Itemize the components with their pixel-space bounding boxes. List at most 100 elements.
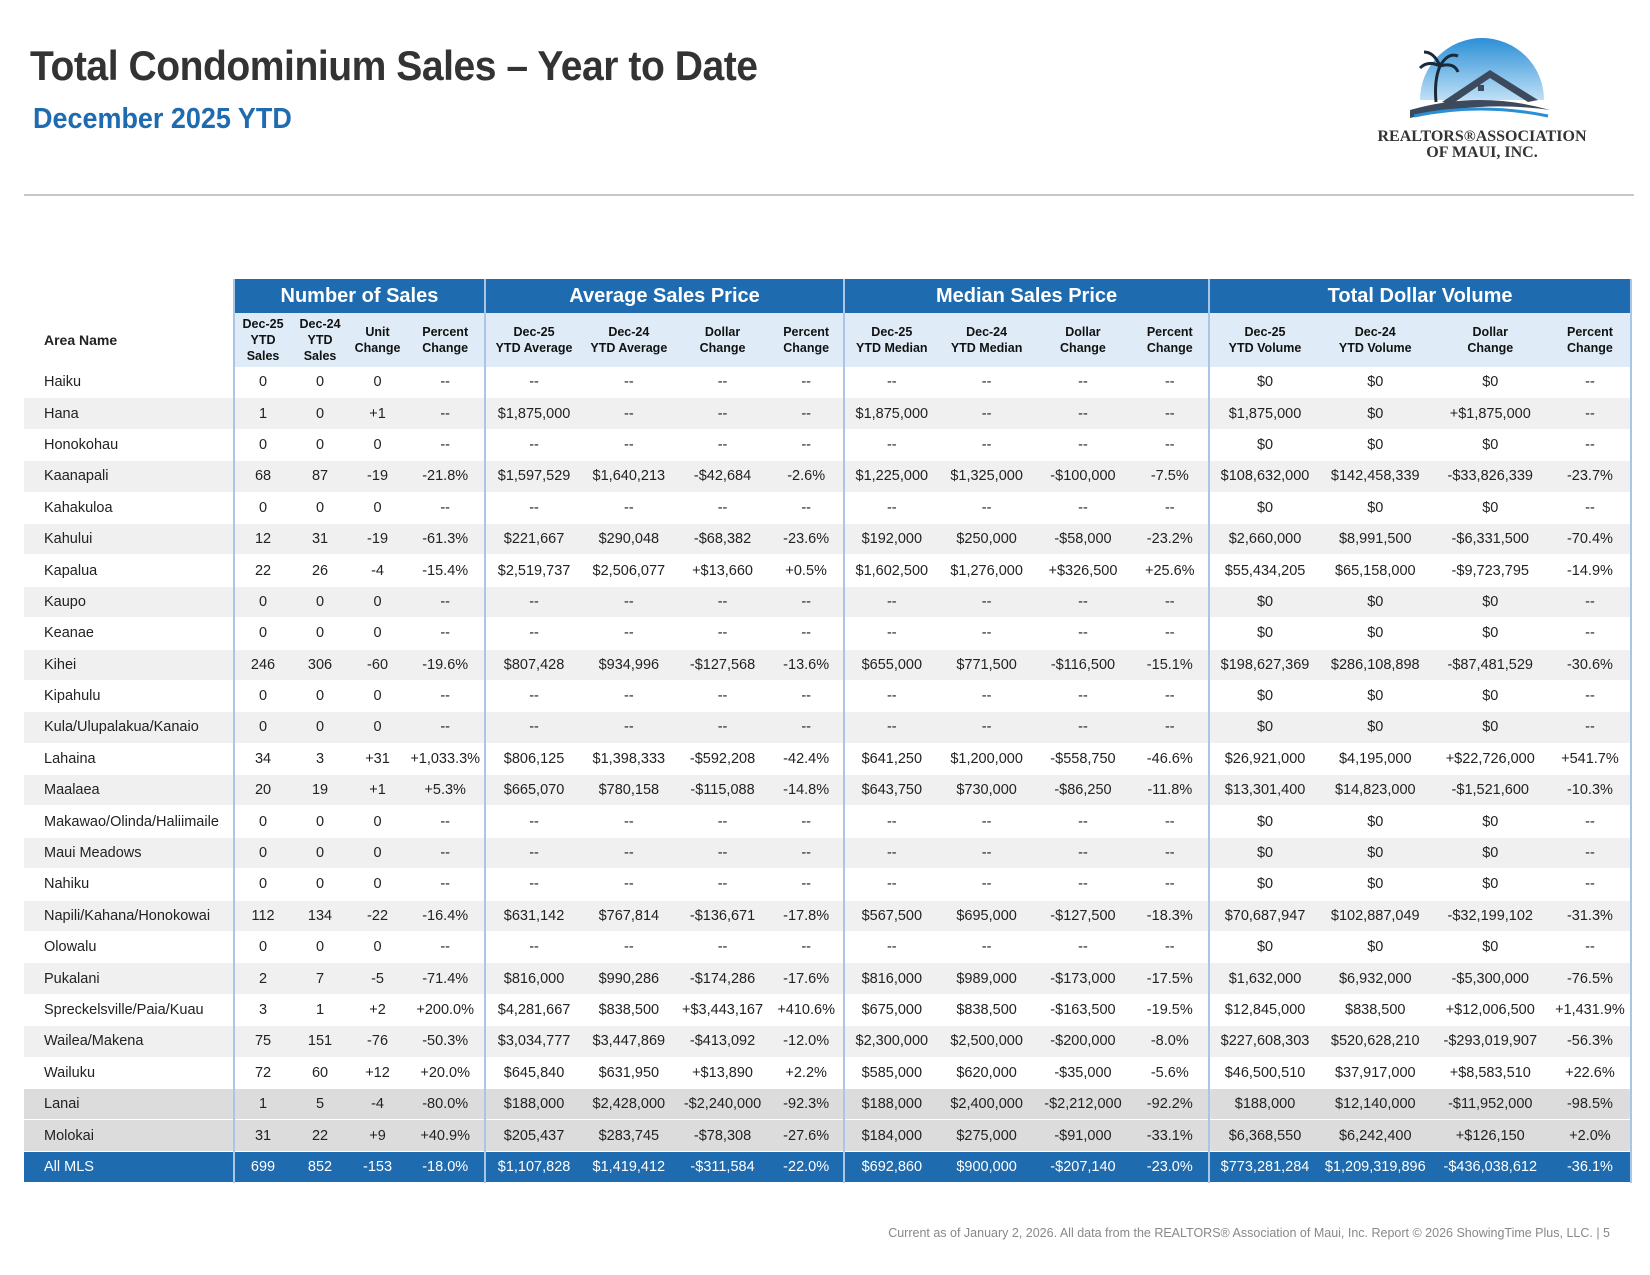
table-row: Nahiku 0 0 0 -- -- -- -- -- -- -- -- -- $0 $0 $0 -- [24, 868, 1633, 901]
value-cell: $585,000 [842, 1057, 939, 1089]
value-cell: $643,750 [842, 774, 939, 807]
value-cell: $37,917,000 [1319, 1057, 1431, 1089]
column-header: Dollar Change [675, 313, 770, 367]
value-cell: -- [1131, 367, 1211, 399]
table-row: Maui Meadows 0 0 0 -- -- -- -- -- -- -- -- -- $0 $0 $0-… [24, 837, 1633, 870]
value-cell: -$2,240,000 [675, 1088, 770, 1121]
value-cell: $2,400,000 [938, 1088, 1035, 1121]
page-title: Total Condominium Sales – Year to Date [30, 42, 758, 89]
value-cell: -$311,584 [675, 1151, 770, 1184]
value-cell: -50.3% [406, 1025, 487, 1058]
value-cell: 68 [232, 460, 292, 493]
value-cell: -- [769, 931, 845, 964]
table-row: Kaanapali 68 87 -19 -21.8% $1,597,529 $1,640,2… [24, 460, 1633, 493]
value-cell: -- [1131, 492, 1211, 524]
value-cell: 0 [348, 931, 407, 964]
area-name-cell: Spreckelsville/Paia/Kuau [24, 994, 234, 1027]
value-cell: $6,932,000 [1319, 962, 1431, 995]
value-cell: -- [842, 367, 939, 399]
value-cell: -- [581, 429, 676, 462]
value-cell: 26 [291, 554, 349, 587]
column-header-line: Dec-25 [1244, 325, 1286, 339]
value-cell: $0 [1319, 805, 1431, 838]
value-cell: 0 [232, 367, 292, 399]
value-cell: +5.3% [406, 774, 487, 807]
table-row: Keanae 0 0 0 -- -- -- -- -- -- -- -- -- $0 $0 $0 -- [24, 617, 1633, 650]
value-cell: $283,745 [581, 1119, 676, 1152]
column-header-line: Percent [1146, 325, 1193, 339]
value-cell: 0 [232, 868, 292, 901]
value-cell: -5 [348, 962, 407, 995]
column-header: Dec-25 YTD Sales [232, 313, 292, 367]
value-cell: $12,140,000 [1319, 1088, 1431, 1121]
value-cell: $816,000 [484, 962, 582, 995]
value-cell: -- [769, 429, 845, 462]
table-row: Makawao/Olinda/Haliimaile 0 0 0 -- -- -- -- -- --… [24, 805, 1633, 838]
value-cell: $631,142 [484, 900, 582, 933]
value-cell: $692,860 [842, 1151, 939, 1184]
value-cell: -- [1549, 429, 1633, 462]
value-cell: $1,632,000 [1208, 962, 1320, 995]
value-cell: -- [484, 931, 582, 964]
column-header-line: Dec-25 [242, 317, 284, 331]
value-cell: 22 [291, 1119, 349, 1152]
value-cell: $1,419,412 [581, 1151, 676, 1184]
value-cell: -- [581, 868, 676, 901]
value-cell: 0 [348, 429, 407, 462]
value-cell: $0 [1319, 586, 1431, 619]
value-cell: -- [484, 492, 582, 524]
value-cell: -153 [348, 1151, 407, 1184]
value-cell: -- [842, 617, 939, 650]
value-cell: 22 [232, 554, 292, 587]
value-cell: $0 [1208, 868, 1320, 901]
column-header-line: Dollar [1472, 325, 1508, 339]
value-cell: -22 [348, 900, 407, 933]
value-cell: -$11,952,000 [1430, 1088, 1550, 1121]
value-cell: -- [581, 711, 676, 744]
area-name-cell: Kapalua [24, 554, 234, 587]
value-cell: 699 [232, 1151, 292, 1184]
value-cell: -$174,286 [675, 962, 770, 995]
group-average-sales-price: Average Sales Price [484, 279, 845, 313]
value-cell: -- [1034, 805, 1132, 838]
value-cell: $0 [1319, 492, 1431, 524]
area-name-cell: Pukalani [24, 962, 234, 995]
value-cell: $205,437 [484, 1119, 582, 1152]
value-cell: 0 [348, 868, 407, 901]
table-row: Pukalani 2 7 -5 -71.4% $816,000 $990,286 -$174,… [24, 962, 1633, 995]
column-header-line: Change [1467, 341, 1514, 355]
value-cell: -- [769, 397, 845, 430]
value-cell: -- [842, 868, 939, 901]
logo-text-line-2: OF MAUI, INC. [1426, 144, 1538, 161]
value-cell: -- [406, 586, 487, 619]
column-header: Percent Change [1131, 313, 1211, 367]
value-cell: +22.6% [1549, 1057, 1633, 1089]
value-cell: $620,000 [938, 1057, 1035, 1089]
value-cell: $806,125 [484, 743, 582, 776]
value-cell: 12 [232, 523, 292, 556]
value-cell: -61.3% [406, 523, 487, 556]
column-header-line: Unit [365, 325, 390, 339]
value-cell: -- [769, 586, 845, 619]
value-cell: $4,195,000 [1319, 743, 1431, 776]
value-cell: -18.0% [406, 1151, 487, 1184]
value-cell: $1,597,529 [484, 460, 582, 493]
value-cell: 0 [291, 367, 349, 399]
value-cell: +25.6% [1131, 554, 1211, 587]
blank-corner [24, 279, 234, 313]
value-cell: 0 [291, 492, 349, 524]
value-cell: -$32,199,102 [1430, 900, 1550, 933]
value-cell: -- [1131, 429, 1211, 462]
value-cell: -- [406, 397, 487, 430]
value-cell: $0 [1430, 711, 1550, 744]
value-cell: $0 [1208, 805, 1320, 838]
value-cell: -$42,684 [675, 460, 770, 493]
group-total-dollar-volume: Total Dollar Volume [1208, 279, 1632, 313]
column-header-line: YTD [307, 333, 333, 347]
area-name-cell: Maui Meadows [24, 837, 234, 870]
value-cell: -17.6% [769, 962, 845, 995]
value-cell: $695,000 [938, 900, 1035, 933]
value-cell: 0 [291, 837, 349, 870]
value-cell: -92.2% [1131, 1088, 1211, 1121]
value-cell: -- [675, 397, 770, 430]
